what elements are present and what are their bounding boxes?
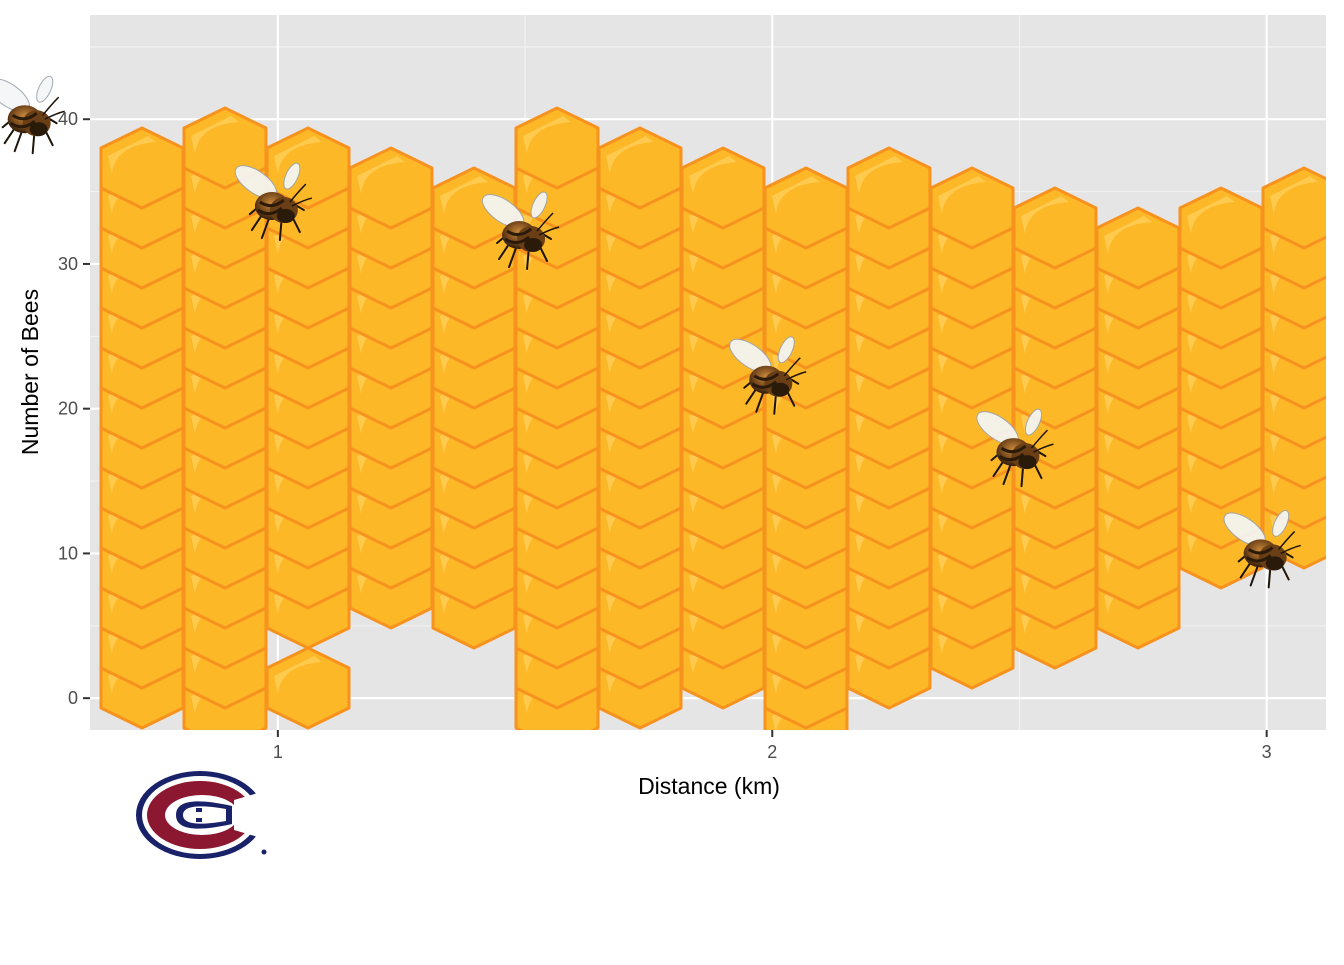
y-tick-label: 20 — [58, 399, 78, 419]
y-axis: 0 10 20 30 40 — [58, 109, 90, 708]
x-tick-label: 2 — [767, 742, 777, 762]
y-tick-label: 0 — [68, 688, 78, 708]
x-axis: 1 2 3 — [273, 730, 1272, 762]
bee-icon — [729, 336, 807, 415]
bee-icon — [1223, 509, 1301, 589]
honeycomb-cell — [929, 166, 1015, 250]
honeycomb-cell — [680, 146, 766, 230]
y-tick-label: 10 — [58, 543, 78, 563]
honeycomb-cell — [348, 146, 434, 230]
y-axis-title: Number of Bees — [17, 289, 43, 455]
honeycomb-cell — [846, 146, 932, 230]
honeycomb-cell — [1261, 166, 1326, 250]
bee-icon — [234, 162, 313, 242]
x-tick-label: 1 — [273, 742, 283, 762]
x-axis-title: Distance (km) — [638, 773, 780, 799]
bee-icon — [0, 75, 65, 155]
bee-icon — [481, 191, 560, 270]
y-tick-label: 30 — [58, 254, 78, 274]
x-tick-label: 3 — [1262, 742, 1272, 762]
canadiens-logo — [136, 770, 270, 860]
bee-icon — [976, 408, 1054, 488]
honeycomb-background — [99, 106, 1326, 730]
honeycomb-cell — [514, 106, 600, 190]
y-tick-label: 40 — [58, 109, 78, 129]
honeycomb-cell — [597, 126, 683, 210]
honeycomb-cell — [1012, 186, 1098, 270]
honeycomb-cell — [265, 646, 351, 730]
data-points — [0, 75, 1301, 589]
